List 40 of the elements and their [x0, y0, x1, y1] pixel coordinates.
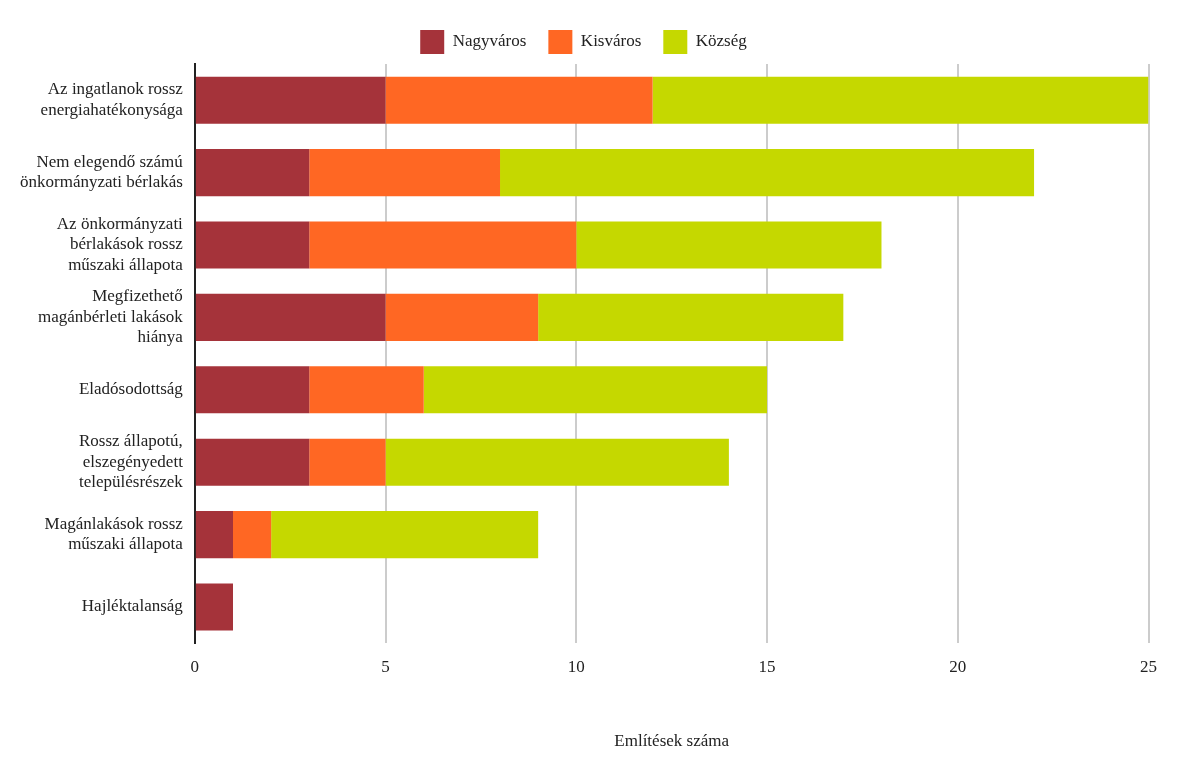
x-tick-label: 10: [567, 656, 585, 676]
bar: [423, 366, 768, 414]
bar: [195, 221, 310, 269]
bar: [195, 293, 386, 341]
bar: [576, 221, 882, 269]
y-tick-label: Magánlakások rossz műszaki állapota: [44, 513, 184, 554]
bar: [500, 149, 1035, 197]
bar: [652, 76, 1149, 124]
x-tick-label: 0: [190, 656, 200, 676]
bar: [385, 293, 539, 341]
y-tick-label: Eladósodottság: [78, 379, 184, 399]
y-tick-label: Az ingatlanok rossz energiahatékonysága: [40, 79, 184, 119]
x-tick-label: 15: [758, 656, 776, 676]
bar: [309, 149, 501, 197]
bar: [195, 76, 386, 124]
x-tick-label: 20: [949, 656, 967, 676]
y-tick-label: Megfizethető magánbérleti lakások hiánya: [37, 286, 184, 347]
bar: [385, 438, 729, 486]
bar: [195, 438, 310, 486]
bar: [385, 76, 653, 124]
bar: [271, 511, 539, 559]
bar: [195, 583, 233, 631]
x-tick-label: 25: [1140, 656, 1157, 676]
bar: [195, 511, 233, 559]
bar: [538, 293, 844, 341]
y-tick-label: Hajléktalanság: [81, 596, 184, 616]
legend-label: Kisváros: [580, 31, 642, 51]
bar: [309, 221, 577, 269]
bar: [195, 149, 310, 197]
bar: [309, 366, 424, 414]
y-tick-label: Rossz állapotú, elszegényedett településrészek: [78, 431, 184, 492]
y-tick-label: Nem elegendő számú önkormányzati bérlakás: [19, 151, 184, 192]
legend-label: Nagyváros: [452, 31, 527, 51]
bar: [195, 366, 310, 414]
bar: [309, 438, 386, 486]
y-tick-label: Az önkormányzati bérlakások rossz műszaki állapota: [56, 214, 184, 274]
x-axis-title: Említések száma: [614, 731, 730, 751]
legend-label: Község: [695, 31, 748, 51]
bar: [233, 511, 272, 559]
x-tick-label: 5: [381, 656, 390, 676]
